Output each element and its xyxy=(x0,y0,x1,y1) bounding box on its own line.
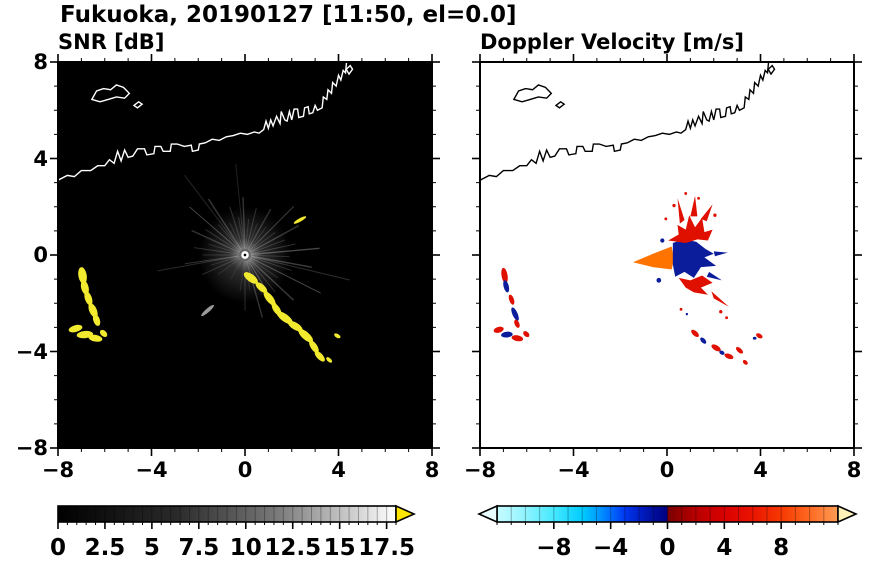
colorbar-tick-label: 7.5 xyxy=(178,535,220,561)
snr-content xyxy=(58,62,432,448)
x-tick-label: 4 xyxy=(331,458,346,482)
colorbar-tick-label: 0 xyxy=(49,535,66,561)
colorbar-tick-label: 2.5 xyxy=(84,535,126,561)
x-tick-label: 0 xyxy=(659,458,675,482)
y-tick-label: 0 xyxy=(33,243,48,267)
velocity-panel-canvas xyxy=(480,62,854,448)
colorbar-tick-label: 4 xyxy=(716,535,733,561)
x-tick-label: 4 xyxy=(753,458,768,482)
y-tick-label: −8 xyxy=(15,436,48,460)
y-tick-label: −4 xyxy=(15,339,48,364)
colorbar-tick-label: 0 xyxy=(659,535,676,561)
y-tick-label: 8 xyxy=(33,50,48,74)
x-tick-label: −4 xyxy=(135,458,168,482)
snr-panel-title: SNR [dB] xyxy=(58,30,165,54)
x-tick-label: −8 xyxy=(41,458,75,482)
velocity-content xyxy=(480,62,854,448)
y-tick-label: 4 xyxy=(33,146,48,171)
x-tick-label: 8 xyxy=(846,458,862,482)
x-tick-label: −8 xyxy=(463,458,497,482)
colorbar-tick-label: 17.5 xyxy=(358,535,415,561)
colorbar-tick-label: −4 xyxy=(593,535,629,561)
snr-over-arrow xyxy=(395,504,416,524)
figure-title: Fukuoka, 20190127 [11:50, el=0.0] xyxy=(60,2,517,28)
x-tick-label: 0 xyxy=(237,458,253,482)
colorbar-tick-label: 12.5 xyxy=(264,535,322,561)
x-tick-label: 8 xyxy=(424,458,440,482)
colorbar-tick-label: −8 xyxy=(536,535,572,561)
velocity-panel-title: Doppler Velocity [m/s] xyxy=(480,30,744,54)
velocity-under-arrow xyxy=(477,504,498,524)
x-tick-label: −4 xyxy=(557,458,590,482)
colorbar-tick-label: 5 xyxy=(143,535,160,561)
velocity-over-arrow xyxy=(837,504,858,524)
snr-panel-canvas xyxy=(58,62,432,448)
velocity-colorbar xyxy=(477,504,858,529)
colorbar-tick-label: 10 xyxy=(229,535,262,561)
colorbar-tick-label: 15 xyxy=(323,535,356,561)
colorbar-tick-label: 8 xyxy=(773,535,790,561)
snr-colorbar xyxy=(57,504,416,529)
